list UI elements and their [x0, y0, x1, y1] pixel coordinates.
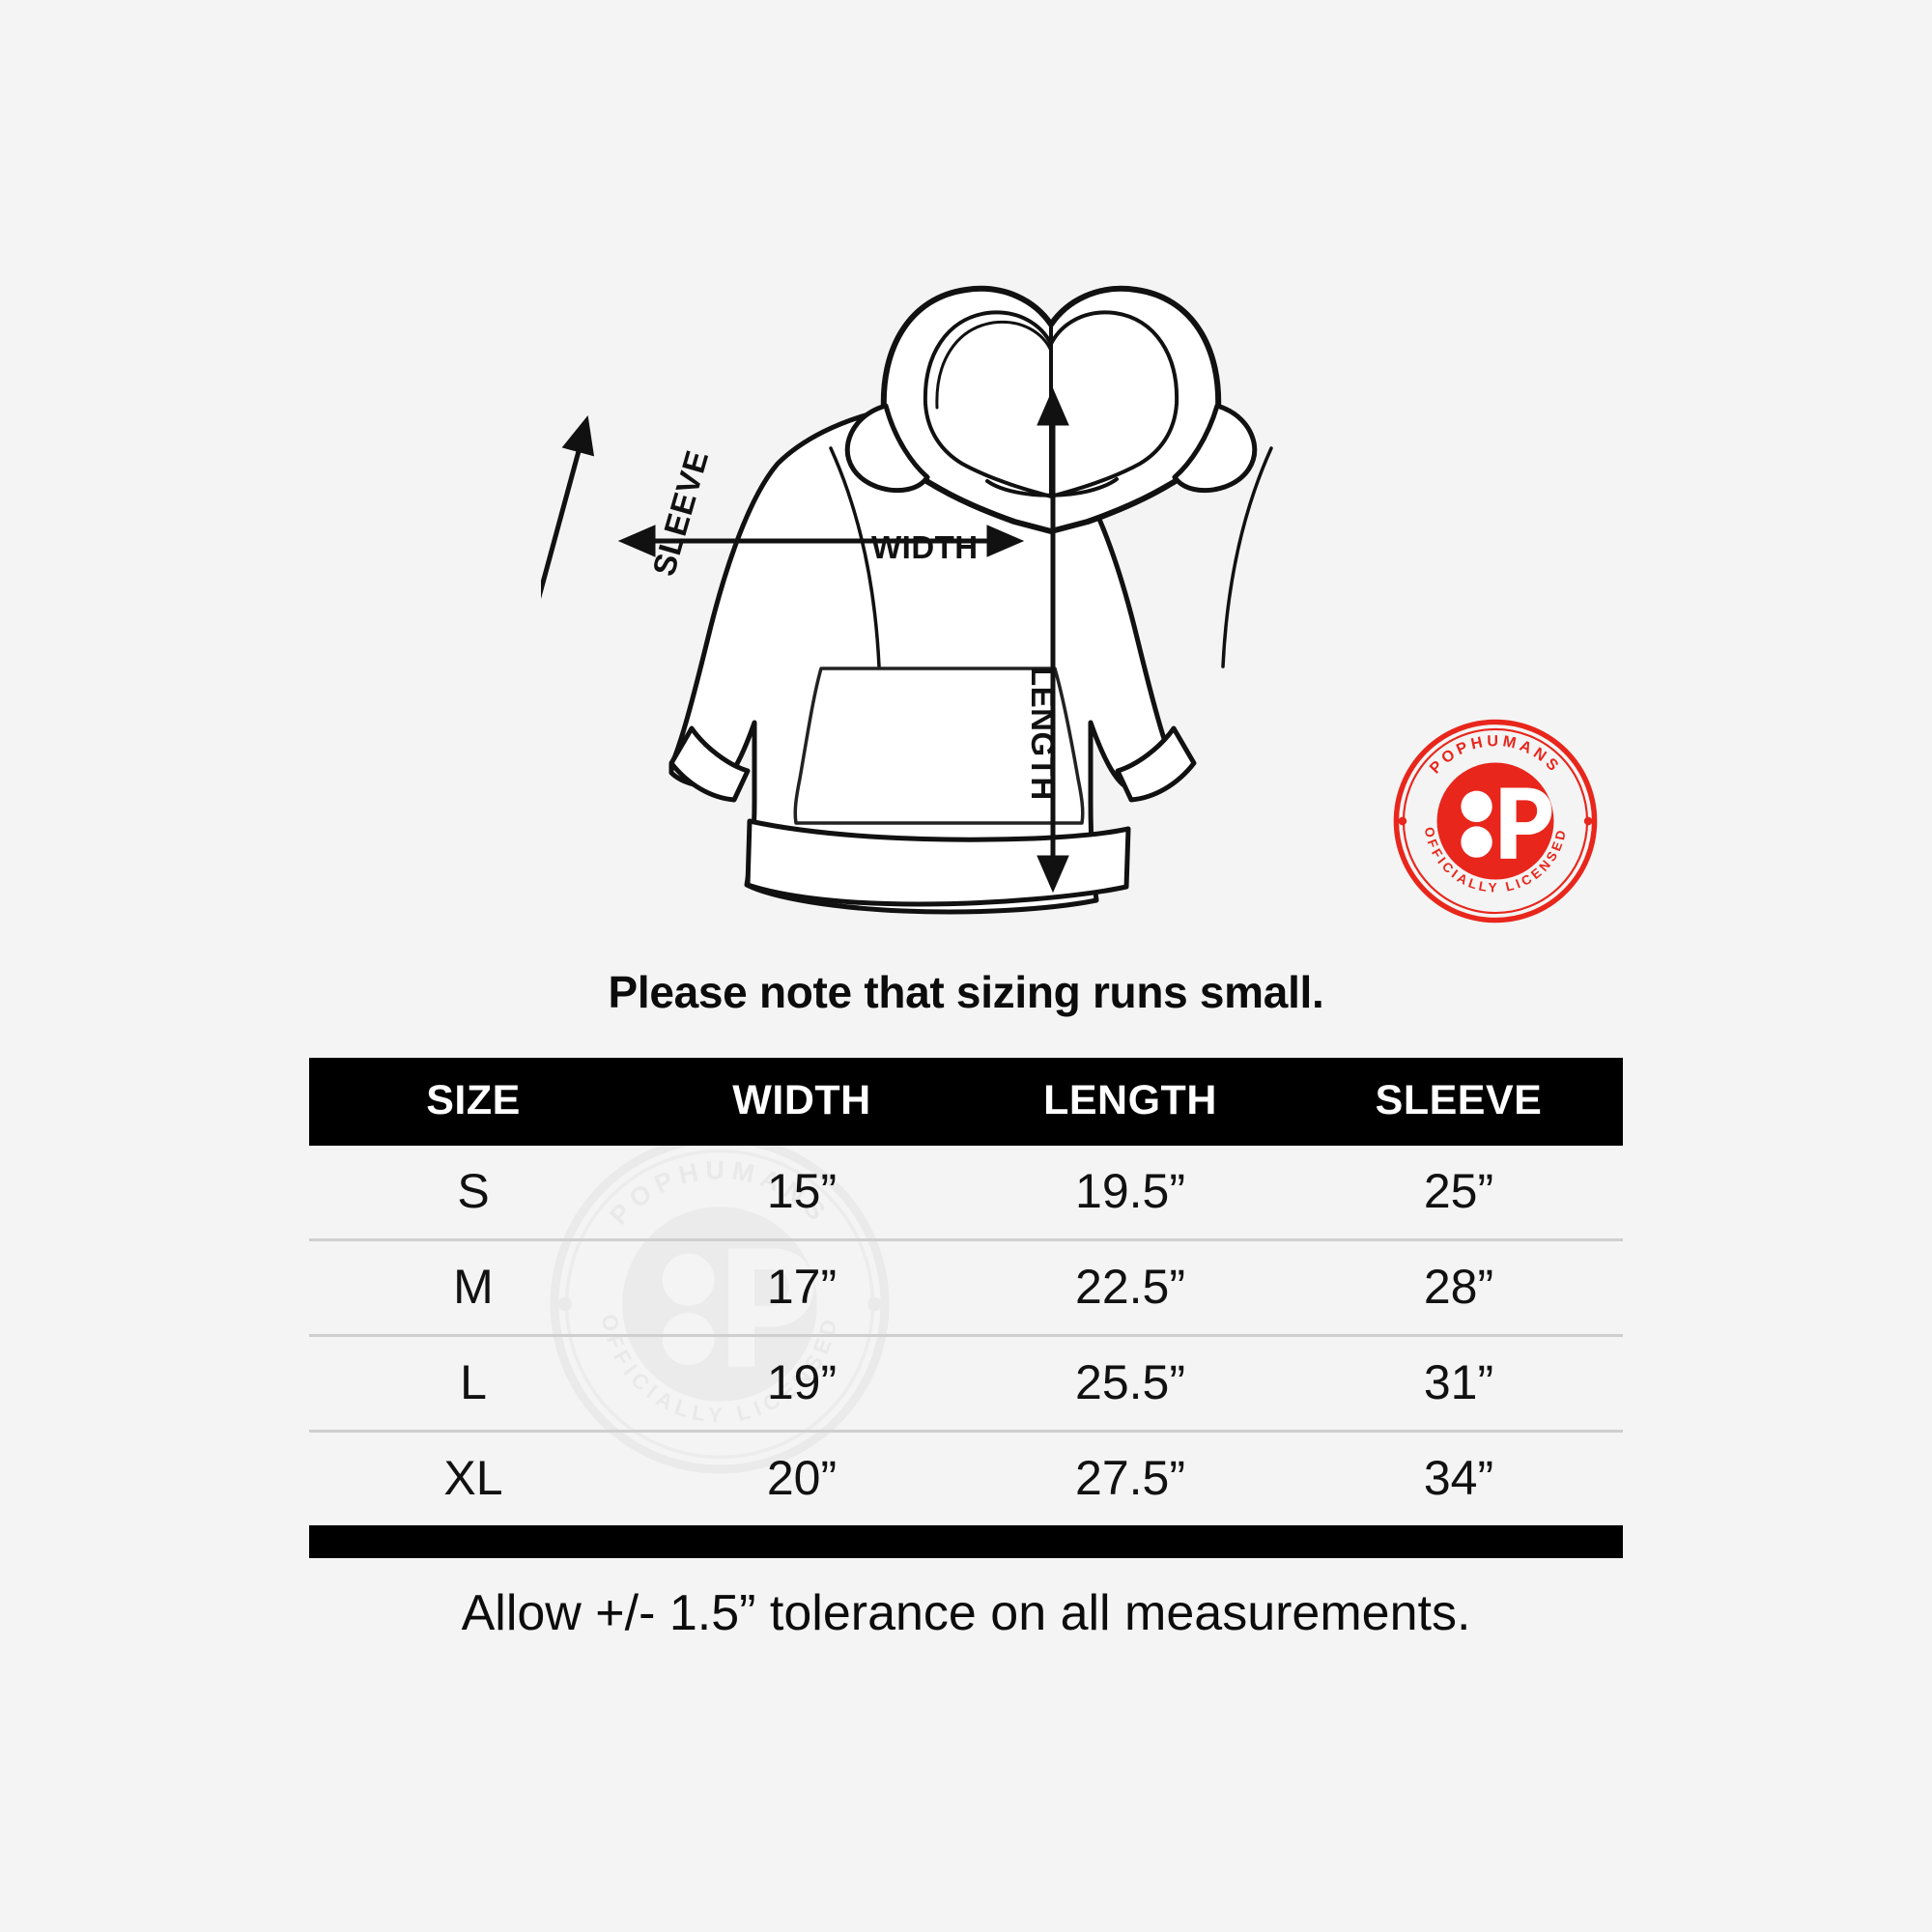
cell-sleeve: 28” [1294, 1239, 1623, 1337]
tolerance-note: Allow +/- 1.5” tolerance on all measurem… [461, 1585, 1471, 1641]
cell-size: S [309, 1146, 638, 1241]
cell-width: 20” [766, 1451, 838, 1505]
table-row: XL 20” 27.5” 34” [309, 1432, 1623, 1526]
table-row: M 17” 22.5” 28” [309, 1239, 1623, 1337]
cell-width: 17” [638, 1239, 966, 1337]
table-header: SIZE WIDTH LENGTH SLEEVE [309, 1058, 1623, 1146]
cell-sleeve: 31” [1294, 1335, 1623, 1433]
table-row: L 19” 25.5” 31” [309, 1335, 1623, 1433]
pophumans-logo-badge: POPHUMANS OFFICIALLY LICENSED [1391, 717, 1600, 925]
hoodie-illustration [541, 242, 1294, 947]
column-header-width: WIDTH [638, 1058, 966, 1146]
size-chart-table: SIZE WIDTH LENGTH SLEEVE S 15” 19.5” 25”… [309, 1058, 1623, 1525]
cell-length: 27.5” [1075, 1451, 1185, 1505]
table-footer-bar [309, 1525, 1623, 1558]
cell-length: 22.5” [966, 1239, 1294, 1337]
cell-length: 19.5” [966, 1146, 1294, 1241]
cell-size: XL [443, 1451, 503, 1505]
table-row: S 15” 19.5” 25” [309, 1146, 1623, 1241]
table-body: S 15” 19.5” 25” M 17” 22.5” 28” L 19” 25… [309, 1146, 1623, 1525]
column-header-sleeve: SLEEVE [1294, 1058, 1623, 1146]
cell-length: 25.5” [966, 1335, 1294, 1433]
hoodie-technical-flat-svg [541, 285, 1273, 915]
size-chart-table-wrapper: SIZE WIDTH LENGTH SLEEVE S 15” 19.5” 25”… [309, 1058, 1623, 1558]
cell-width: 19” [638, 1335, 966, 1433]
pophumans-logo-icon: POPHUMANS OFFICIALLY LICENSED [1393, 719, 1598, 923]
cell-size: L [309, 1335, 638, 1433]
cell-sleeve: 34” [1423, 1451, 1494, 1505]
table-header-row: SIZE WIDTH LENGTH SLEEVE [309, 1058, 1623, 1146]
column-header-size: SIZE [309, 1058, 638, 1146]
width-measurement-label: WIDTH [871, 529, 979, 565]
cell-width: 15” [638, 1146, 966, 1241]
column-header-length: LENGTH [966, 1058, 1294, 1146]
cell-sleeve: 25” [1294, 1146, 1623, 1241]
page-headline: Please note that sizing runs small. [608, 967, 1324, 1017]
cell-size: M [309, 1239, 638, 1337]
length-measurement-label: LENGTH [1025, 667, 1061, 801]
